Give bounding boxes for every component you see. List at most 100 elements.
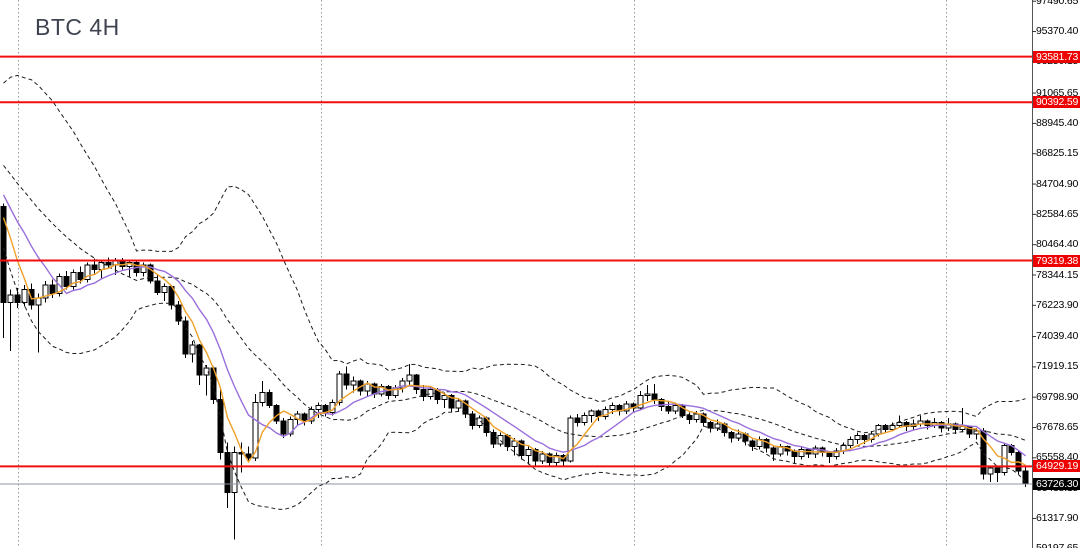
bull-candle: [21, 288, 28, 303]
bull-candle: [70, 271, 77, 288]
bull-candle: [315, 404, 322, 411]
axis-tick-label: 71919.15: [1036, 360, 1079, 373]
bear-candle: [49, 284, 56, 295]
plot-area[interactable]: [0, 0, 1032, 548]
bull-candle: [441, 394, 448, 401]
axis-tick-label: 61317.90: [1036, 511, 1079, 524]
bear-candle: [707, 421, 714, 429]
level-price-tag[interactable]: 64929.19: [1033, 460, 1080, 473]
bull-candle: [889, 424, 896, 431]
axis-tick-label: 67678.65: [1036, 421, 1079, 434]
level-price-tag[interactable]: 93581.73: [1033, 50, 1080, 63]
bull-candle: [637, 394, 644, 409]
bear-candle: [245, 453, 252, 459]
bear-candle: [770, 447, 777, 455]
bull-candle: [455, 400, 462, 409]
bear-candle: [217, 399, 224, 453]
bull-candle: [896, 421, 903, 426]
bull-candle: [189, 344, 196, 355]
bull-candle: [35, 297, 42, 306]
axis-tick-label: 80464.40: [1036, 238, 1079, 251]
bear-candle: [700, 413, 707, 423]
bear-candle: [63, 276, 70, 288]
bear-candle: [448, 394, 455, 409]
axis-tick-label: 78344.15: [1036, 268, 1079, 281]
level-price-tag[interactable]: 90392.59: [1033, 96, 1080, 109]
ma-fast-line: [2, 217, 1026, 466]
level-price-tag[interactable]: 79319.38: [1033, 254, 1080, 267]
bull-candle: [525, 449, 532, 456]
chart-title: BTC 4H: [35, 14, 120, 40]
axis-tick-label: 59197.65: [1036, 542, 1078, 548]
bollinger-upper-band: [3, 74, 1026, 434]
bull-candle: [623, 403, 630, 412]
bull-candle: [847, 439, 854, 446]
bull-candle: [854, 434, 861, 441]
bull-candle: [833, 450, 840, 458]
bull-candle: [336, 373, 343, 403]
bull-candle: [252, 401, 259, 459]
bull-candle: [609, 404, 616, 411]
bear-candle: [462, 400, 469, 415]
bear-candle: [665, 406, 672, 412]
bear-candle: [903, 421, 910, 428]
axis-tick-label: 69798.90: [1036, 390, 1079, 403]
bear-candle: [686, 414, 693, 421]
bear-candle: [546, 453, 553, 463]
bear-candle: [952, 423, 959, 431]
bear-candle: [224, 451, 231, 493]
bull-candle: [7, 294, 14, 303]
bear-candle: [518, 440, 525, 456]
axis-tick-label: 76223.90: [1036, 298, 1079, 311]
bear-candle: [420, 389, 427, 398]
axis-tick-label: 82584.65: [1036, 207, 1079, 220]
bull-candle: [476, 417, 483, 426]
bear-candle: [826, 451, 833, 458]
bollinger-lower-band: [3, 247, 1026, 511]
bull-candle: [406, 374, 413, 382]
bear-candle: [490, 431, 497, 445]
bear-candle: [861, 434, 868, 441]
bear-candle: [154, 280, 161, 293]
bull-candle: [693, 413, 700, 421]
axis-tick-label: 95370.40: [1036, 25, 1079, 38]
bull-candle: [798, 449, 805, 458]
bear-candle: [749, 440, 756, 448]
bear-candle: [651, 393, 658, 401]
current-price-tag[interactable]: 63726.30: [1033, 477, 1080, 490]
bull-candle: [567, 417, 574, 462]
bull-candle: [350, 380, 357, 386]
bull-candle: [812, 447, 819, 455]
bear-candle: [532, 449, 539, 462]
bear-candle: [105, 261, 112, 266]
bear-candle: [728, 431, 735, 439]
bear-candle: [469, 413, 476, 426]
bull-candle: [588, 410, 595, 416]
bull-candle: [644, 393, 651, 396]
bear-candle: [77, 271, 84, 280]
bear-candle: [574, 417, 581, 423]
bear-candle: [413, 374, 420, 391]
bull-candle: [581, 414, 588, 423]
bull-candle: [553, 454, 560, 463]
bull-candle: [259, 391, 266, 403]
bull-candle: [511, 440, 518, 448]
bull-candle: [231, 451, 238, 493]
bear-candle: [994, 467, 1001, 473]
candles: [0, 203, 1029, 540]
bear-candle: [14, 294, 21, 303]
axis-tick-label: 74039.40: [1036, 330, 1079, 343]
axis-tick-label: 97490.65: [1036, 0, 1079, 7]
bull-candle: [987, 467, 994, 475]
bull-candle: [84, 264, 91, 280]
bear-candle: [343, 373, 350, 386]
bull-candle: [364, 383, 371, 392]
bull-candle: [427, 389, 434, 398]
bear-candle: [301, 413, 308, 422]
bear-candle: [91, 264, 98, 270]
bull-candle: [672, 404, 679, 412]
bear-candle: [175, 304, 182, 322]
bear-candle: [119, 260, 126, 268]
